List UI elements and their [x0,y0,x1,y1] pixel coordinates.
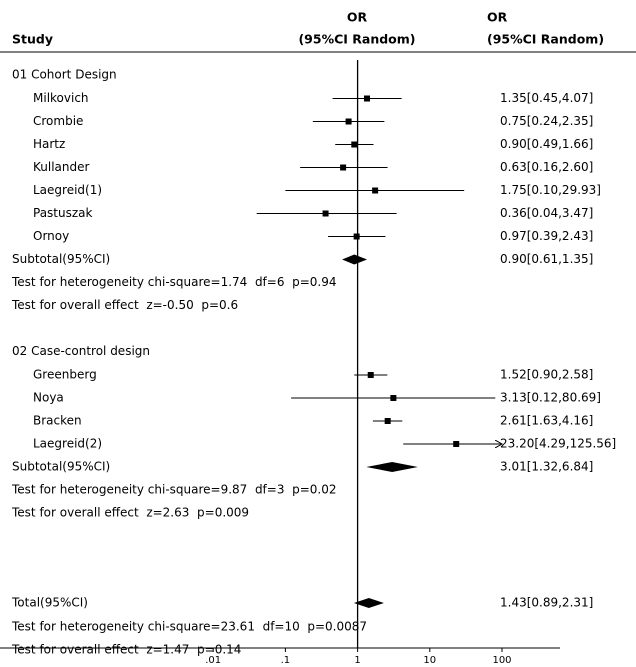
estimate-label: 0.97[0.39,2.43] [500,229,593,243]
estimate-label: 3.01[1.32,6.84] [500,460,593,474]
pooled-diamond [366,462,418,472]
point-estimate [372,187,379,194]
study-name: Hartz [33,137,65,151]
point-estimate [367,372,374,378]
study-name: Kullander [33,160,90,174]
estimate-label: 0.36[0.04,3.47] [500,206,593,220]
test-text: Test for heterogeneity chi-square=23.61 … [11,620,367,634]
point-estimate [384,418,391,424]
test-text: Test for overall effect z=-0.50 p=0.6 [11,298,238,312]
estimate-label: 1.75[0.10,29.93] [500,183,601,197]
point-estimate [351,141,358,148]
x-tick-label: 100 [492,655,511,666]
x-tick-label: .01 [205,655,221,666]
estimate-header: OR [487,10,508,25]
estimate-label: 2.61[1.63,4.16] [500,414,593,428]
test-text: Test for overall effect z=1.47 p=0.14 [11,643,241,657]
point-estimate [353,233,360,240]
subtotal-name: Subtotal(95%CI) [12,460,110,474]
point-estimate [345,118,352,125]
x-tick-label: 1 [354,655,360,666]
study-name: Crombie [33,114,83,128]
point-estimate [390,395,397,401]
study-name: Bracken [33,414,82,428]
subtotal-name: Total(95%CI) [11,596,88,610]
plot-header: OR [347,10,368,25]
study-name: Greenberg [33,368,97,382]
plot-header: (95%CI Random) [298,32,415,47]
estimate-label: 1.35[0.45,4.07] [500,91,593,105]
estimate-label: 0.75[0.24,2.35] [500,114,593,128]
subtotal-name: Subtotal(95%CI) [12,252,110,266]
estimate-label: 23.20[4.29,125.56] [500,437,616,451]
point-estimate [453,441,460,447]
study-name: Noya [33,391,64,405]
test-text: Test for heterogeneity chi-square=9.87 d… [11,483,337,497]
estimate-label: 1.43[0.89,2.31] [500,596,593,610]
estimate-label: 0.63[0.16,2.60] [500,160,593,174]
group-name: 02 Case-control design [12,344,150,358]
point-estimate [364,95,371,102]
x-tick-label: 10 [423,655,436,666]
x-tick-label: .1 [281,655,291,666]
estimate-label: 3.13[0.12,80.69] [500,391,601,405]
study-name: Laegreid(1) [33,183,102,197]
study-name: Milkovich [33,91,89,105]
point-estimate [322,210,329,217]
group-name: 01 Cohort Design [12,68,117,82]
estimate-label: 0.90[0.49,1.66] [500,137,593,151]
pooled-diamond [342,254,368,265]
test-text: Test for overall effect z=2.63 p=0.009 [11,506,249,520]
point-estimate [340,164,347,171]
study-name: Pastuszak [33,206,93,220]
estimate-label: 0.90[0.61,1.35] [500,252,593,266]
test-text: Test for heterogeneity chi-square=1.74 d… [11,275,337,289]
study-name: Laegreid(2) [33,437,102,451]
study-name: Ornoy [33,229,69,243]
study-header: Study [12,32,53,47]
pooled-diamond [353,598,384,608]
estimate-header: (95%CI Random) [487,32,604,47]
estimate-label: 1.52[0.90,2.58] [500,368,593,382]
